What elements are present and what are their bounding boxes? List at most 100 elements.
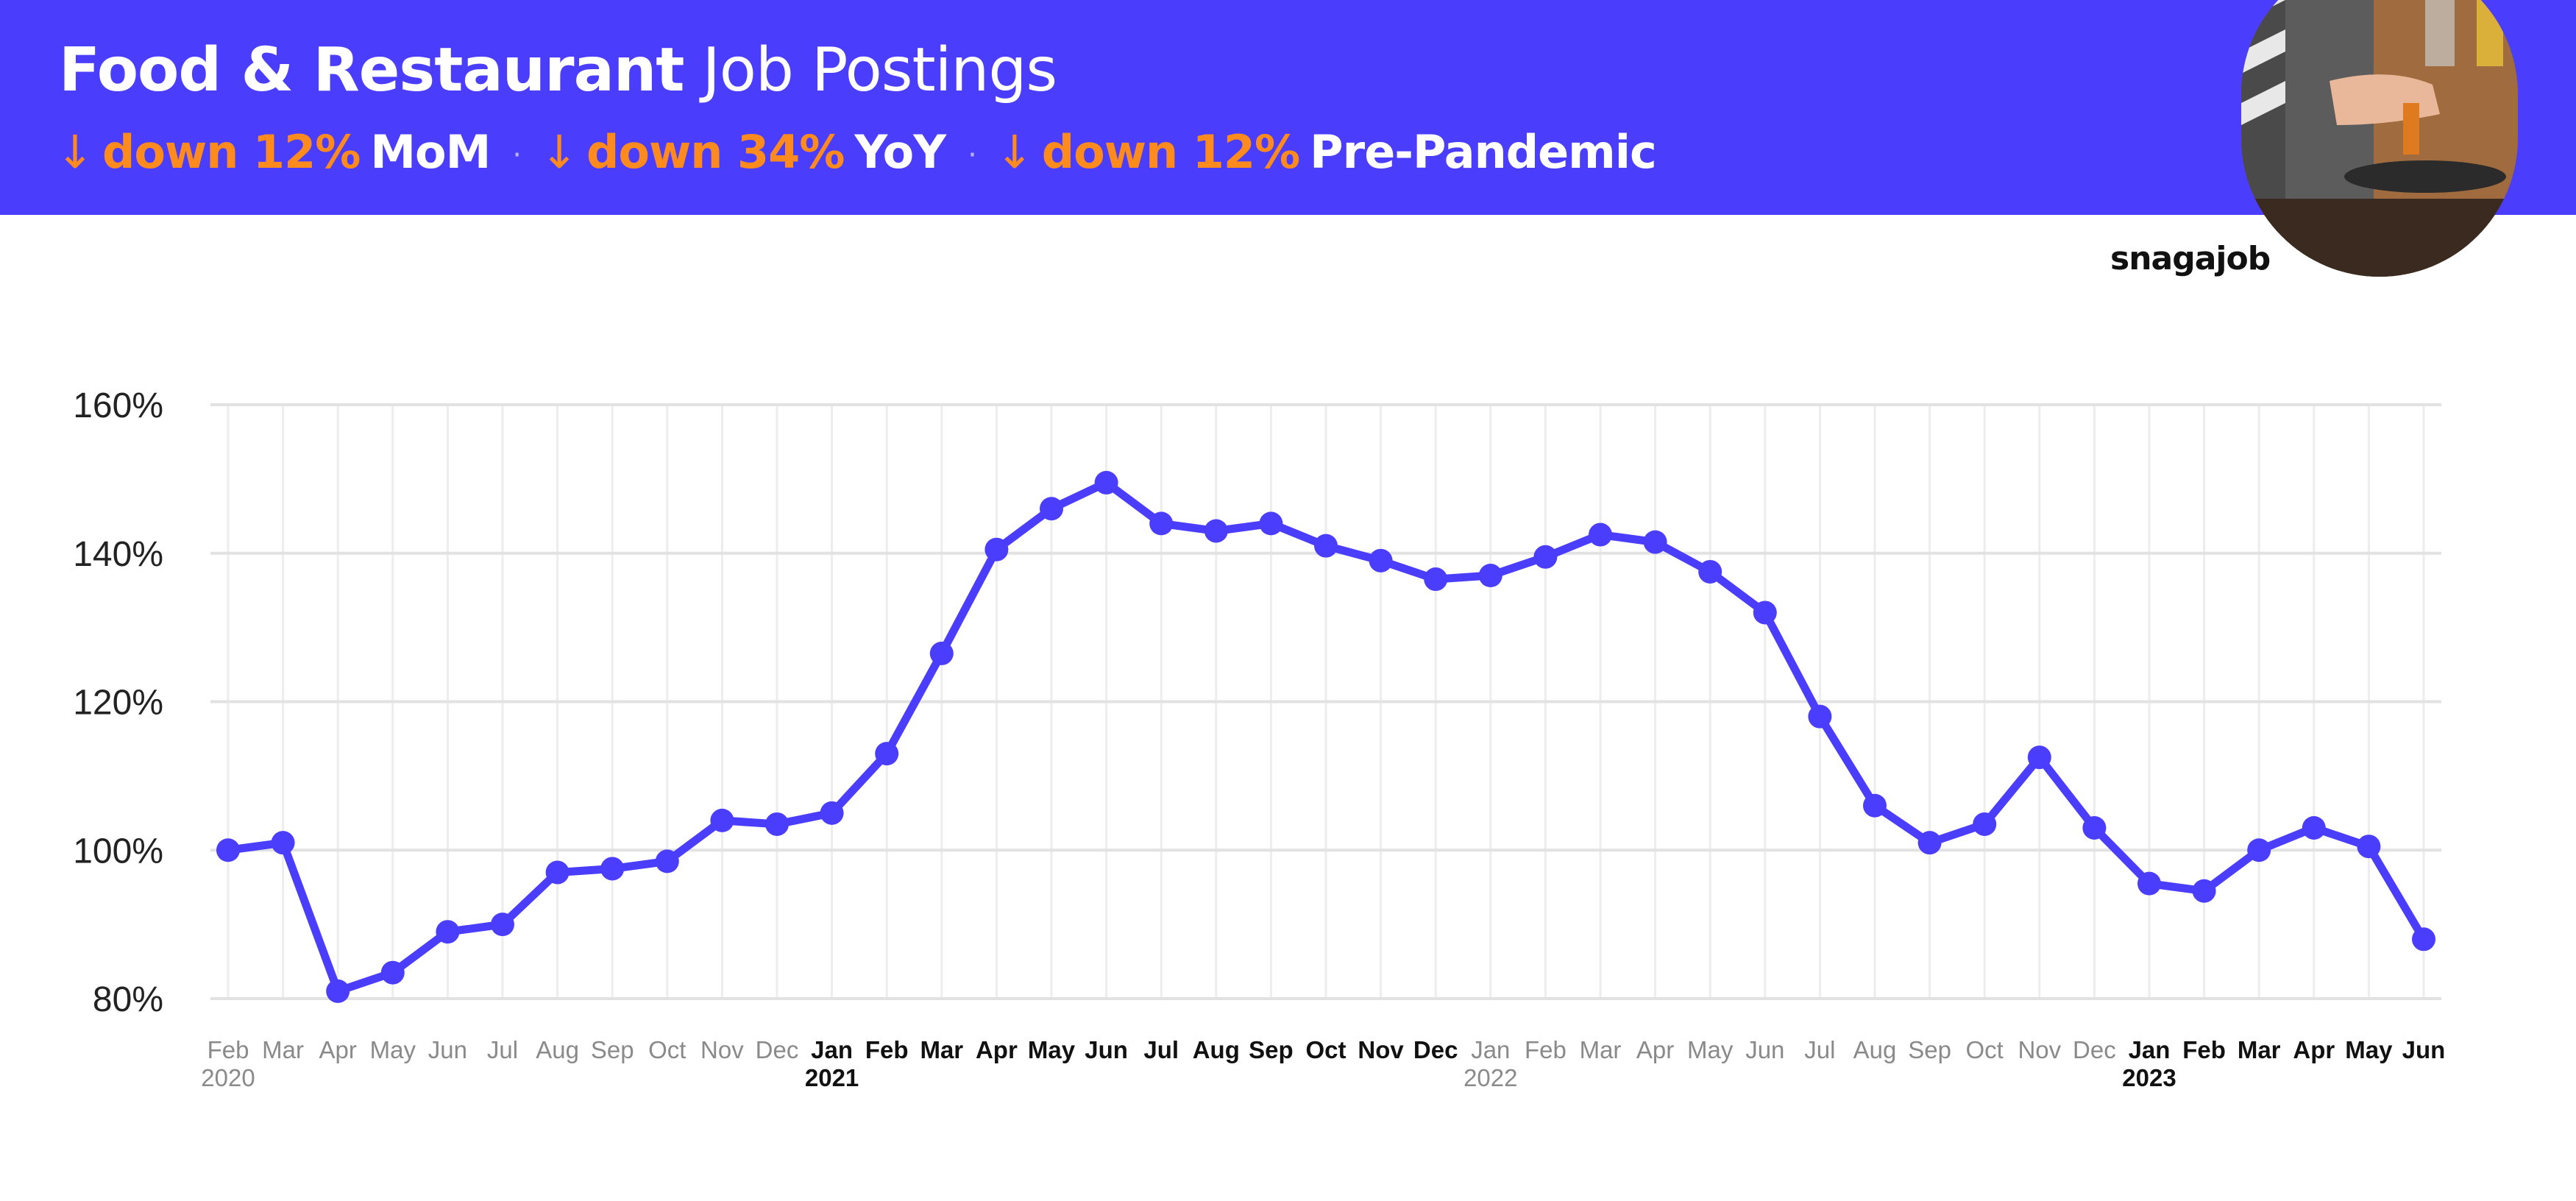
separator: · bbox=[968, 138, 977, 172]
data-point bbox=[2192, 879, 2216, 903]
data-point bbox=[1478, 564, 1502, 588]
y-tick-label: 140% bbox=[73, 535, 163, 574]
down-arrow-icon: ↓ bbox=[995, 125, 1034, 179]
x-tick-label: Jul bbox=[1143, 1036, 1179, 1063]
data-point bbox=[1917, 831, 1942, 855]
data-point bbox=[1149, 511, 1174, 536]
data-point bbox=[326, 979, 350, 1003]
x-tick-label: Jun bbox=[2402, 1036, 2446, 1063]
data-point bbox=[820, 801, 844, 825]
data-point bbox=[2082, 815, 2107, 840]
data-point bbox=[765, 812, 789, 836]
data-point bbox=[2027, 745, 2051, 770]
barista-photo bbox=[2241, 0, 2518, 277]
x-tick-label: Feb bbox=[865, 1036, 909, 1063]
y-tick-label: 80% bbox=[93, 980, 163, 1019]
x-tick-label: Feb bbox=[207, 1036, 249, 1063]
data-point bbox=[1314, 534, 1338, 558]
data-point bbox=[1369, 548, 1393, 573]
x-tick-label: Sep bbox=[1249, 1036, 1294, 1063]
data-point bbox=[1259, 511, 1283, 536]
page-title: Food & Restaurant Job Postings bbox=[59, 35, 1057, 105]
data-point bbox=[1863, 793, 1887, 818]
data-point bbox=[491, 913, 514, 937]
stat-mom: ↓ down 12% MoM bbox=[56, 125, 491, 179]
x-tick-label: Nov bbox=[700, 1036, 744, 1063]
x-tick-label: Sep bbox=[1908, 1036, 1951, 1063]
x-tick-label: May bbox=[2345, 1036, 2393, 1063]
data-point bbox=[1698, 559, 1722, 584]
x-tick-label: Mar bbox=[1580, 1036, 1622, 1063]
y-tick-label: 160% bbox=[73, 386, 163, 425]
data-point bbox=[2137, 871, 2161, 896]
data-point bbox=[2357, 835, 2381, 859]
x-tick-label: Oct bbox=[1305, 1036, 1346, 1063]
x-tick-label: Aug bbox=[536, 1036, 579, 1063]
y-tick-label: 100% bbox=[73, 832, 163, 871]
data-point bbox=[2247, 838, 2271, 862]
x-tick-label: Apr bbox=[1636, 1036, 1674, 1063]
stat-period: MoM bbox=[370, 125, 491, 179]
x-year-label: 2021 bbox=[805, 1064, 859, 1091]
down-arrow-icon: ↓ bbox=[540, 125, 578, 179]
x-tick-label: Nov bbox=[1358, 1036, 1404, 1063]
series-layer bbox=[216, 470, 2435, 1003]
x-tick-label: Feb bbox=[2182, 1036, 2226, 1063]
separator: · bbox=[512, 138, 522, 172]
data-point bbox=[216, 838, 240, 862]
data-point bbox=[1808, 704, 1832, 729]
x-tick-label: Dec bbox=[2073, 1036, 2116, 1063]
snagajob-logo: snagajob bbox=[2110, 240, 2271, 277]
x-tick-label: May bbox=[1687, 1036, 1734, 1063]
stat-prepandemic: ↓ down 12% Pre-Pandemic bbox=[995, 125, 1657, 179]
title-light: Job Postings bbox=[702, 35, 1058, 105]
x-tick-label: Aug bbox=[1853, 1036, 1897, 1063]
stat-period: YoY bbox=[854, 125, 946, 179]
down-arrow-icon: ↓ bbox=[56, 125, 94, 179]
data-point bbox=[600, 857, 625, 881]
x-tick-label: Sep bbox=[591, 1036, 634, 1063]
x-tick-label: May bbox=[370, 1036, 416, 1063]
x-tick-label: Jan bbox=[2129, 1036, 2171, 1063]
data-point bbox=[545, 860, 570, 885]
data-point bbox=[710, 808, 734, 832]
x-tick-label: Apr bbox=[2293, 1036, 2335, 1063]
stat-change: down 34% bbox=[586, 125, 845, 179]
data-point bbox=[1589, 522, 1612, 547]
x-tick-label: Dec bbox=[1413, 1036, 1458, 1063]
data-point bbox=[655, 849, 679, 874]
data-point bbox=[1973, 812, 1997, 836]
stat-change: down 12% bbox=[102, 125, 361, 179]
data-point bbox=[1424, 567, 1448, 592]
data-point bbox=[2302, 815, 2326, 840]
y-gridlines bbox=[210, 403, 2441, 1000]
x-tick-label: Jun bbox=[1085, 1036, 1128, 1063]
x-tick-label: Mar bbox=[262, 1036, 304, 1063]
title-bold: Food & Restaurant bbox=[59, 35, 684, 105]
y-tick-label: 120% bbox=[73, 684, 163, 723]
x-tick-label: Mar bbox=[920, 1036, 963, 1063]
x-tick-label: Oct bbox=[648, 1036, 686, 1063]
x-tick-label: Aug bbox=[1193, 1036, 1240, 1063]
x-tick-label: Dec bbox=[756, 1036, 799, 1063]
x-year-label: 2020 bbox=[201, 1064, 255, 1091]
data-point bbox=[380, 960, 405, 985]
data-point bbox=[1204, 519, 1228, 543]
x-tick-label: Jun bbox=[1745, 1036, 1784, 1063]
data-point bbox=[875, 742, 899, 766]
x-year-label: 2023 bbox=[2122, 1064, 2176, 1091]
data-point bbox=[1040, 497, 1063, 521]
x-tick-label: Feb bbox=[1525, 1036, 1566, 1063]
stat-yoy: ↓ down 34% YoY bbox=[540, 125, 946, 179]
stat-change: down 12% bbox=[1041, 125, 1300, 179]
data-point bbox=[929, 641, 954, 665]
data-point bbox=[1643, 530, 1667, 554]
data-point bbox=[271, 831, 295, 855]
stats-row: ↓ down 12% MoM · ↓ down 34% YoY · ↓ down 12% Pre-P… bbox=[56, 125, 1657, 179]
x-tick-label: Apr bbox=[976, 1036, 1018, 1063]
data-point bbox=[1094, 470, 1118, 495]
x-tick-label: Jul bbox=[1804, 1036, 1835, 1063]
data-point bbox=[1533, 545, 1558, 569]
